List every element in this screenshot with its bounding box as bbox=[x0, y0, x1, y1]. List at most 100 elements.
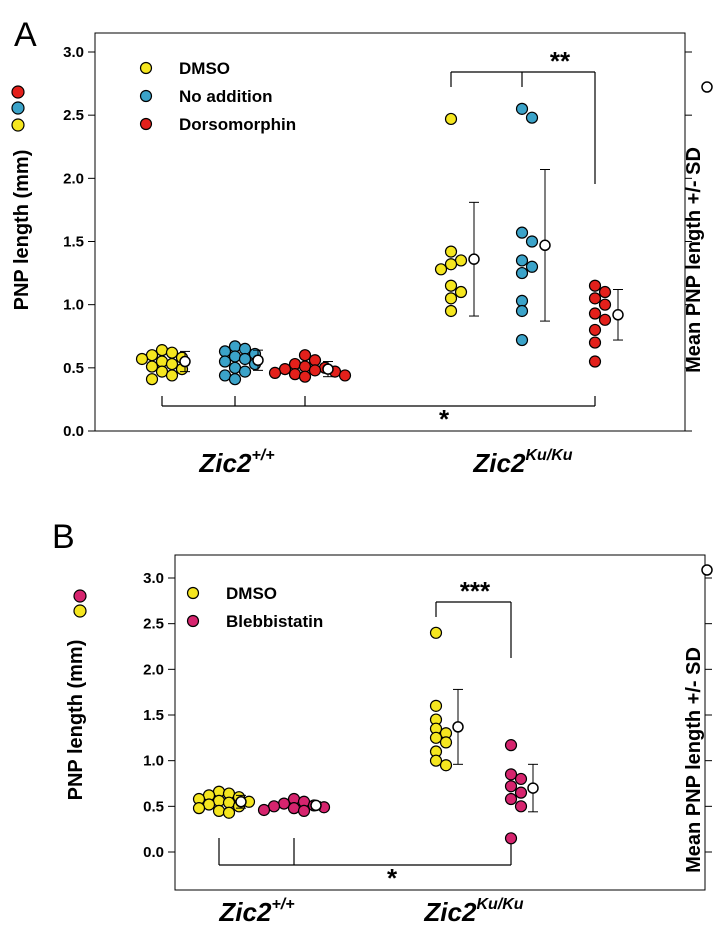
data-point bbox=[598, 298, 612, 311]
data-point bbox=[278, 362, 292, 376]
legend-label: Blebbistatin bbox=[226, 612, 323, 631]
y-tick-label: 1.0 bbox=[63, 297, 84, 314]
y-tick-label: 3.0 bbox=[63, 44, 84, 61]
data-point bbox=[277, 797, 291, 810]
data-point bbox=[588, 355, 602, 368]
group-label-superscript: Ku/Ku bbox=[476, 896, 523, 913]
data-point bbox=[525, 260, 539, 273]
mean-marker bbox=[310, 799, 322, 812]
data-point bbox=[202, 798, 216, 811]
group-label-superscript: +/+ bbox=[251, 447, 274, 464]
data-point bbox=[145, 360, 159, 373]
data-point bbox=[212, 794, 226, 807]
data-point bbox=[308, 364, 322, 377]
y-axis-label: PNP length (mm) bbox=[11, 150, 33, 311]
mean-marker bbox=[235, 796, 247, 808]
legend-marker bbox=[186, 614, 200, 628]
plot-frame bbox=[94, 32, 686, 432]
y-tick-label: 0.0 bbox=[143, 844, 164, 861]
data-point bbox=[308, 354, 322, 367]
data-point bbox=[525, 235, 539, 248]
data-point bbox=[298, 370, 312, 383]
legend-label: No addition bbox=[179, 87, 272, 106]
data-point bbox=[218, 369, 232, 382]
group-label: Zic2+/+ bbox=[218, 896, 294, 927]
data-point bbox=[588, 279, 602, 292]
group-label-superscript: +/+ bbox=[271, 896, 294, 913]
data-point bbox=[444, 304, 458, 318]
data-point bbox=[145, 349, 159, 362]
group-label-superscript: Ku/Ku bbox=[525, 447, 572, 464]
data-point bbox=[228, 373, 242, 386]
panel-a: 0.0 0.5 1.0 1.5 2.0 2.5 3.0 PNP length (mm) Mean… bbox=[11, 32, 713, 478]
data-point bbox=[267, 800, 281, 813]
data-point bbox=[228, 340, 242, 353]
data-point bbox=[588, 307, 602, 320]
y-tick-label: 1.5 bbox=[143, 707, 164, 724]
data-point bbox=[268, 366, 282, 379]
data-point bbox=[444, 258, 458, 271]
data-point bbox=[504, 739, 518, 752]
data-point bbox=[145, 373, 159, 386]
data-point bbox=[439, 759, 453, 772]
data-point bbox=[454, 285, 468, 299]
data-point bbox=[588, 336, 602, 349]
data-point bbox=[218, 355, 232, 368]
data-point bbox=[135, 352, 149, 366]
y-tick-label: 2.5 bbox=[63, 107, 84, 124]
panel-b: 0.0 0.5 1.0 1.5 2.0 2.5 3.0 PNP length (mm) Mean… bbox=[65, 554, 713, 927]
data-point bbox=[192, 802, 206, 815]
mean-marker bbox=[322, 363, 334, 375]
data-point bbox=[454, 254, 468, 267]
data-point bbox=[429, 626, 443, 639]
data-point bbox=[238, 342, 252, 355]
data-point bbox=[429, 731, 443, 744]
significance-label: * bbox=[439, 404, 450, 434]
group-label: Zic2Ku/Ku bbox=[472, 447, 572, 478]
data-point bbox=[165, 369, 179, 382]
data-point bbox=[515, 254, 529, 267]
data-point bbox=[222, 796, 236, 809]
data-point bbox=[515, 333, 529, 347]
legend-marker bbox=[186, 586, 200, 600]
panel-a-letter: A bbox=[14, 16, 37, 54]
data-point bbox=[155, 365, 169, 378]
data-point bbox=[429, 699, 443, 712]
plot-frame bbox=[174, 554, 706, 891]
y-tick-label: 2.5 bbox=[143, 616, 164, 633]
data-point bbox=[228, 350, 242, 363]
data-point bbox=[444, 292, 458, 305]
significance-label: * bbox=[387, 863, 398, 893]
data-point bbox=[434, 263, 448, 276]
mean-marker bbox=[612, 309, 624, 321]
mean-marker bbox=[527, 782, 539, 794]
data-point bbox=[238, 365, 252, 378]
data-point bbox=[222, 806, 236, 819]
side-legend-dot bbox=[73, 604, 87, 618]
significance-label: *** bbox=[460, 576, 491, 606]
data-point bbox=[297, 804, 311, 818]
side-legend-dot bbox=[11, 101, 25, 115]
data-point bbox=[444, 245, 458, 258]
y-tick-label: 1.5 bbox=[63, 234, 84, 251]
mean-marker bbox=[179, 355, 191, 368]
data-point bbox=[515, 102, 529, 115]
data-point bbox=[288, 357, 302, 371]
data-point bbox=[514, 786, 528, 799]
legend-label: DMSO bbox=[226, 584, 277, 603]
data-point bbox=[228, 361, 242, 374]
legend-label: Dorsomorphin bbox=[179, 115, 296, 134]
data-point bbox=[504, 792, 518, 806]
legend-marker bbox=[139, 117, 153, 131]
data-point bbox=[588, 323, 602, 337]
y-tick-label: 0.5 bbox=[143, 798, 164, 815]
mean-marker-key bbox=[701, 564, 713, 576]
y-axis-label-right: Mean PNP length +/- SD bbox=[683, 647, 705, 873]
data-point bbox=[515, 266, 529, 280]
data-point bbox=[288, 368, 302, 381]
data-point bbox=[598, 285, 612, 299]
data-point bbox=[515, 294, 529, 307]
data-point bbox=[238, 352, 252, 366]
data-point bbox=[218, 345, 232, 358]
legend-marker bbox=[139, 61, 153, 75]
